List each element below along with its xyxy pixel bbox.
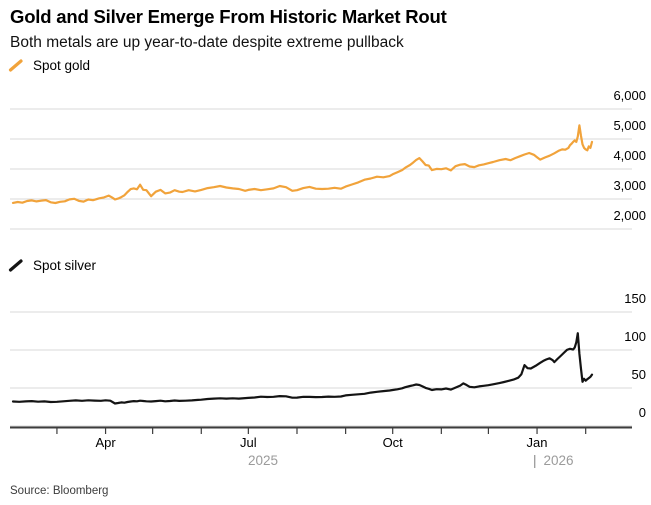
legend-spot-gold-label: Spot gold [33, 58, 91, 73]
chart-subtitle: Both metals are up year-to-date despite … [10, 34, 404, 51]
gold-line-marker-icon [8, 59, 23, 72]
year-label-2025: 2025 [248, 453, 278, 468]
y-tick-label: 6,000 [613, 88, 646, 103]
y-tick-label: 100 [624, 329, 646, 344]
spot-silver-line [11, 332, 594, 405]
source-note: Source: Bloomberg [10, 485, 109, 497]
y-tick-label: 3,000 [613, 178, 646, 193]
x-tick-label: Oct [382, 435, 403, 450]
y-tick-label: 5,000 [613, 118, 646, 133]
y-tick-label: 2,000 [613, 208, 646, 223]
y-tick-label: 0 [638, 405, 646, 420]
year-2026-text: 2026 [543, 453, 574, 468]
x-tick-label: Apr [95, 435, 116, 450]
year-divider: | [533, 453, 537, 468]
y-tick-label: 4,000 [613, 148, 646, 163]
y-tick-label: 50 [631, 367, 646, 382]
silver-line-marker-icon [8, 259, 23, 272]
x-tick-label: Jul [240, 435, 257, 450]
spot-gold-line [11, 124, 594, 205]
legend-spot-silver-label: Spot silver [33, 258, 97, 273]
x-tick-label: Jan [526, 435, 548, 450]
year-2025-text: 2025 [248, 453, 279, 468]
year-label-2026: | 2026 [533, 453, 574, 468]
legend-spot-gold: Spot gold [8, 58, 90, 73]
chart-title: Gold and Silver Emerge From Historic Mar… [10, 6, 447, 27]
legend-spot-silver: Spot silver [8, 258, 96, 273]
y-tick-label: 150 [624, 291, 646, 306]
